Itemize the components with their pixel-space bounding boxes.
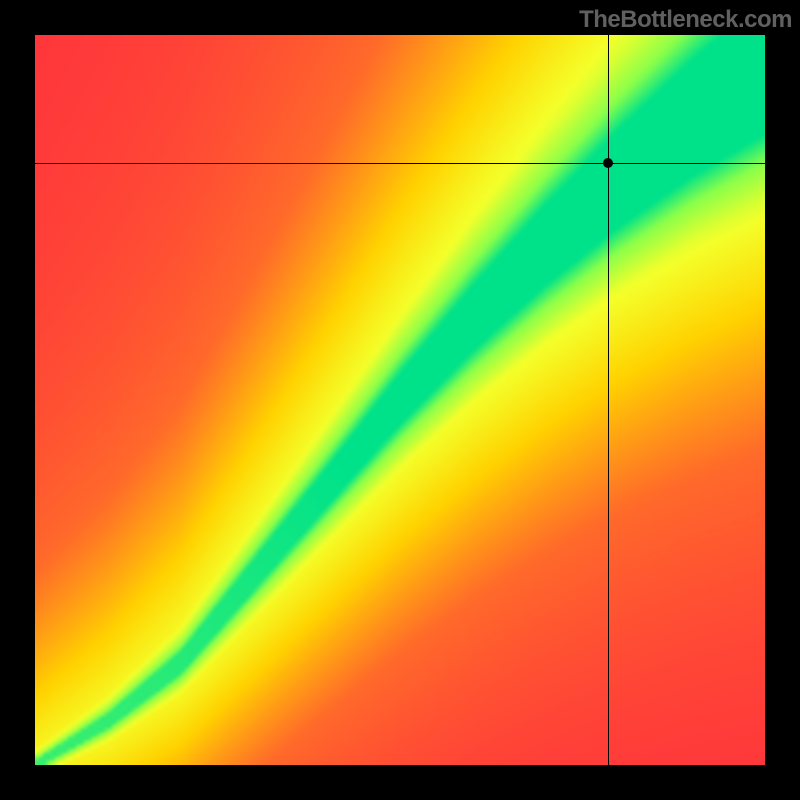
chart-wrapper: TheBottleneck.com: [0, 0, 800, 800]
plot-area: [35, 35, 765, 765]
crosshair-marker: [603, 158, 613, 168]
crosshair-horizontal: [0, 163, 800, 164]
crosshair-vertical: [608, 0, 609, 800]
watermark-text: TheBottleneck.com: [579, 6, 792, 34]
bottleneck-heatmap: [35, 35, 765, 765]
